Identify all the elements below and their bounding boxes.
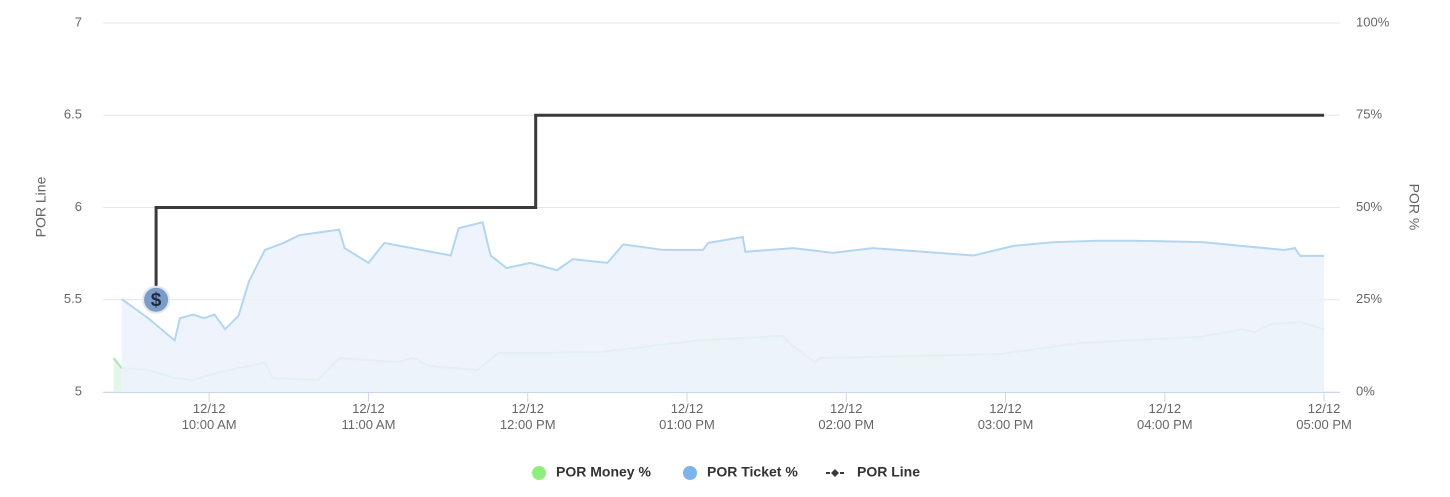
x-tick-label-line: 12/12: [352, 401, 385, 416]
legend-symbol: [831, 469, 839, 477]
x-tick-label: 12/12 05:00 PM: [1296, 401, 1352, 432]
legend-label[interactable]: POR Money %: [556, 464, 651, 480]
y2-axis-title: POR %: [1406, 184, 1422, 231]
x-tick-label: 12/12 10:00 AM: [182, 401, 237, 432]
x-tick-label-line: 12/12: [1308, 401, 1341, 416]
x-tick-label-line: 12/12: [1149, 401, 1182, 416]
y2-tick-label: 0%: [1356, 383, 1375, 398]
x-tick-label: 12/12 04:00 PM: [1137, 401, 1193, 432]
x-tick-label-line: 02:00 PM: [818, 417, 874, 432]
legend-label[interactable]: POR Line: [857, 464, 920, 480]
x-tick-label-line: 12:00 PM: [500, 417, 556, 432]
x-tick-label-line: 03:00 PM: [978, 417, 1034, 432]
x-tick-label-line: 12/12: [989, 401, 1022, 416]
line: [120, 221, 1325, 343]
annotation-marker: [142, 285, 171, 314]
y2-tick-label: 25%: [1356, 291, 1382, 306]
x-tick-label: 12/12 02:00 PM: [818, 401, 874, 432]
x-tick-label-line: 10:00 AM: [182, 417, 237, 432]
y-axis-title: POR Line: [33, 176, 49, 237]
y2-tick-label: 50%: [1356, 199, 1382, 214]
x-tick-label: 12/12 11:00 AM: [341, 401, 395, 432]
x-tick-label-line: 04:00 PM: [1137, 417, 1193, 432]
legend-symbol: [532, 466, 546, 480]
annotation-text: $: [151, 290, 162, 311]
line: [154, 113, 1325, 300]
x-tick-label-line: 12/12: [511, 401, 544, 416]
x-tick-label-line: 11:00 AM: [341, 417, 395, 432]
x-tick-label-line: 12/12: [671, 401, 704, 416]
y-tick-label: 5: [75, 383, 82, 398]
x-tick-label-line: 01:00 PM: [659, 417, 715, 432]
legend-label[interactable]: POR Ticket %: [707, 464, 798, 480]
x-tick-label-line: 12/12: [830, 401, 863, 416]
y2-tick-label: 100%: [1356, 14, 1390, 29]
x-tick-label: 12/12 12:00 PM: [500, 401, 556, 432]
x-tick-label: 12/12 01:00 PM: [659, 401, 715, 432]
area: [121, 222, 1325, 392]
x-tick-label: 12/12 03:00 PM: [978, 401, 1034, 432]
legend-symbol: [683, 466, 697, 480]
y-tick-label: 7: [75, 14, 82, 29]
y-tick-label: 6: [75, 199, 82, 214]
y2-tick-label: 75%: [1356, 107, 1382, 122]
y-tick-label: 5.5: [64, 291, 82, 306]
x-tick-label-line: 12/12: [193, 401, 226, 416]
x-tick-label-line: 05:00 PM: [1296, 417, 1352, 432]
y-tick-label: 6.5: [64, 107, 82, 122]
